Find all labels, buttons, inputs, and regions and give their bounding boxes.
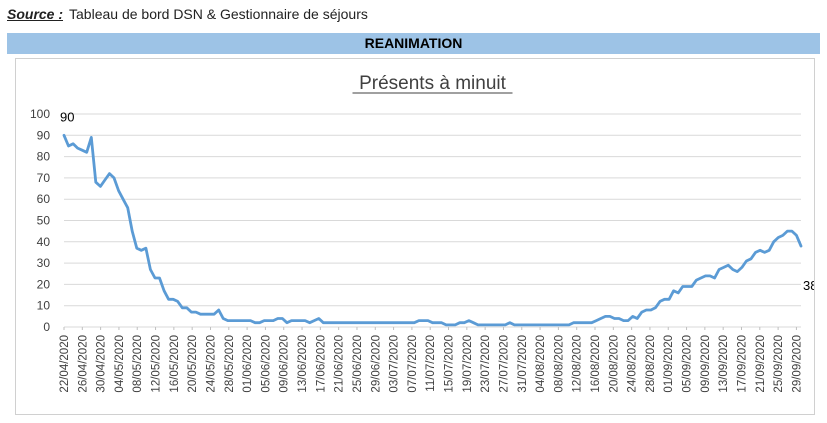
x-tick-label: 12/05/2020: [151, 335, 163, 393]
data-label: 38: [803, 278, 814, 293]
source-line: Source : Tableau de bord DSN & Gestionnai…: [7, 6, 368, 22]
x-tick-label: 25/09/2020: [773, 335, 785, 393]
x-tick-label: 16/08/2020: [590, 335, 602, 393]
x-tick-label: 13/06/2020: [297, 335, 309, 393]
source-text: Tableau de bord DSN & Gestionnaire de sé…: [69, 6, 368, 22]
x-tick-label: 09/06/2020: [279, 335, 291, 393]
x-tick-label: 05/06/2020: [260, 335, 272, 393]
y-tick-label: 30: [37, 256, 51, 270]
x-tick-label: 04/08/2020: [535, 335, 547, 393]
x-tick-label: 21/09/2020: [755, 335, 767, 393]
x-tick-label: 29/06/2020: [370, 335, 382, 393]
x-tick-label: 17/09/2020: [736, 335, 748, 393]
x-tick-label: 17/06/2020: [315, 335, 327, 393]
x-tick-label: 20/08/2020: [608, 335, 620, 393]
x-tick-label: 07/07/2020: [407, 335, 419, 393]
x-tick-label: 09/09/2020: [700, 335, 712, 393]
y-tick-label: 0: [43, 320, 50, 334]
x-tick-label: 11/07/2020: [425, 335, 437, 392]
x-tick-label: 19/07/2020: [462, 335, 474, 393]
x-tick-label: 27/07/2020: [498, 335, 510, 393]
y-tick-label: 10: [37, 299, 51, 313]
x-tick-label: 31/07/2020: [517, 335, 529, 393]
x-tick-label: 04/05/2020: [114, 335, 126, 393]
x-tick-label: 16/05/2020: [169, 335, 181, 393]
section-band: REANIMATION: [7, 33, 820, 54]
y-tick-label: 70: [37, 171, 51, 185]
x-tick-label: 25/06/2020: [352, 335, 364, 393]
x-tick-label: 23/07/2020: [480, 335, 492, 393]
x-tick-label: 08/05/2020: [132, 335, 144, 393]
chart-panel: Présents à minuit 0 10 20 30 40 50 60 70 80 90 100 2…: [15, 58, 815, 415]
x-tick-label: 12/08/2020: [572, 335, 584, 393]
series-line: [62, 133, 803, 327]
x-tick-label: 24/05/2020: [205, 335, 217, 393]
y-tick-label: 100: [30, 107, 50, 121]
x-tick-label: 20/05/2020: [187, 335, 199, 393]
x-tick-label: 13/09/2020: [718, 335, 730, 393]
x-tick-label: 24/08/2020: [627, 335, 639, 393]
y-tick-label: 90: [37, 128, 51, 142]
chart-title: Présents à minuit: [359, 73, 507, 94]
x-tick-label: 28/05/2020: [224, 335, 236, 393]
y-tick-label: 40: [37, 235, 51, 249]
y-tick-label: 80: [37, 150, 51, 164]
y-tick-label: 60: [37, 192, 51, 206]
y-tick-label: 50: [37, 214, 51, 228]
x-tick-label: 26/04/2020: [77, 335, 89, 393]
x-tick-label: 01/06/2020: [242, 335, 254, 393]
x-tick-label: 05/09/2020: [682, 335, 694, 393]
x-tick-label: 15/07/2020: [444, 335, 456, 393]
x-tick-label: 28/08/2020: [645, 335, 657, 393]
data-label: 90: [60, 109, 74, 124]
x-tick-label: 01/09/2020: [663, 335, 675, 393]
x-tick-label: 21/06/2020: [334, 335, 346, 393]
source-label: Source :: [7, 6, 64, 22]
y-tick-label: 20: [37, 277, 51, 291]
x-tick-label: 08/08/2020: [553, 335, 565, 393]
x-tick-label: 29/09/2020: [791, 335, 803, 393]
line-chart: Présents à minuit 0 10 20 30 40 50 60 70 80 90 100 2…: [30, 73, 814, 393]
x-tick-label: 03/07/2020: [389, 335, 401, 393]
x-tick-label: 30/04/2020: [96, 335, 108, 393]
x-tick-label: 22/04/2020: [59, 335, 71, 393]
